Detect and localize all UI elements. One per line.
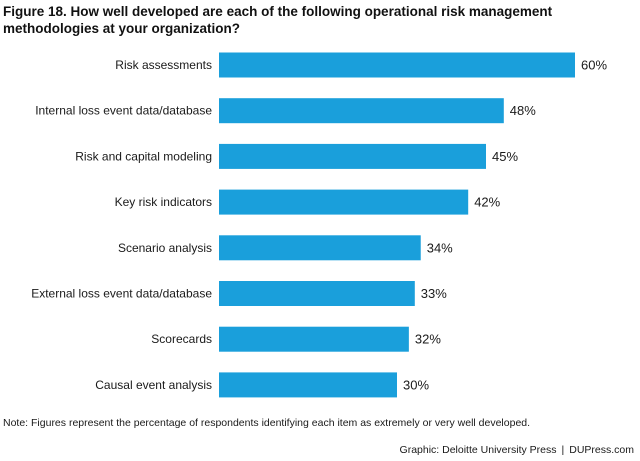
bar xyxy=(219,143,486,169)
category-label: Key risk indicators xyxy=(115,195,212,209)
figure-title: Figure 18. How well developed are each o… xyxy=(3,4,553,36)
category-label: Risk assessments xyxy=(115,58,212,72)
category-label: External loss event data/database xyxy=(31,287,212,301)
bar xyxy=(219,98,504,124)
category-label: Scenario analysis xyxy=(118,241,212,255)
value-label: 45% xyxy=(492,149,518,164)
value-label: 30% xyxy=(403,377,429,392)
chart-note: Note: Figures represent the percentage o… xyxy=(3,417,531,429)
category-label: Internal loss event data/database xyxy=(35,104,212,118)
credit-website: DUPress.com xyxy=(569,444,634,456)
category-label: Causal event analysis xyxy=(95,378,212,392)
value-label: 48% xyxy=(510,103,536,118)
value-label: 34% xyxy=(427,240,453,255)
bar xyxy=(219,189,469,215)
bar xyxy=(219,326,409,352)
value-label: 33% xyxy=(421,286,447,301)
category-label: Risk and capital modeling xyxy=(75,149,212,163)
credit-graphic: Graphic: Deloitte University Press xyxy=(399,444,557,456)
bar xyxy=(219,372,397,398)
value-label: 60% xyxy=(581,58,607,73)
category-label: Scorecards xyxy=(151,332,212,346)
bar xyxy=(219,235,421,261)
bar xyxy=(219,281,415,306)
credit-separator: | xyxy=(561,444,565,456)
bar xyxy=(219,52,575,78)
chart-credit: Graphic: Deloitte University Press | DUPre… xyxy=(400,444,634,457)
value-label: 32% xyxy=(415,332,441,347)
value-label: 42% xyxy=(474,195,500,210)
